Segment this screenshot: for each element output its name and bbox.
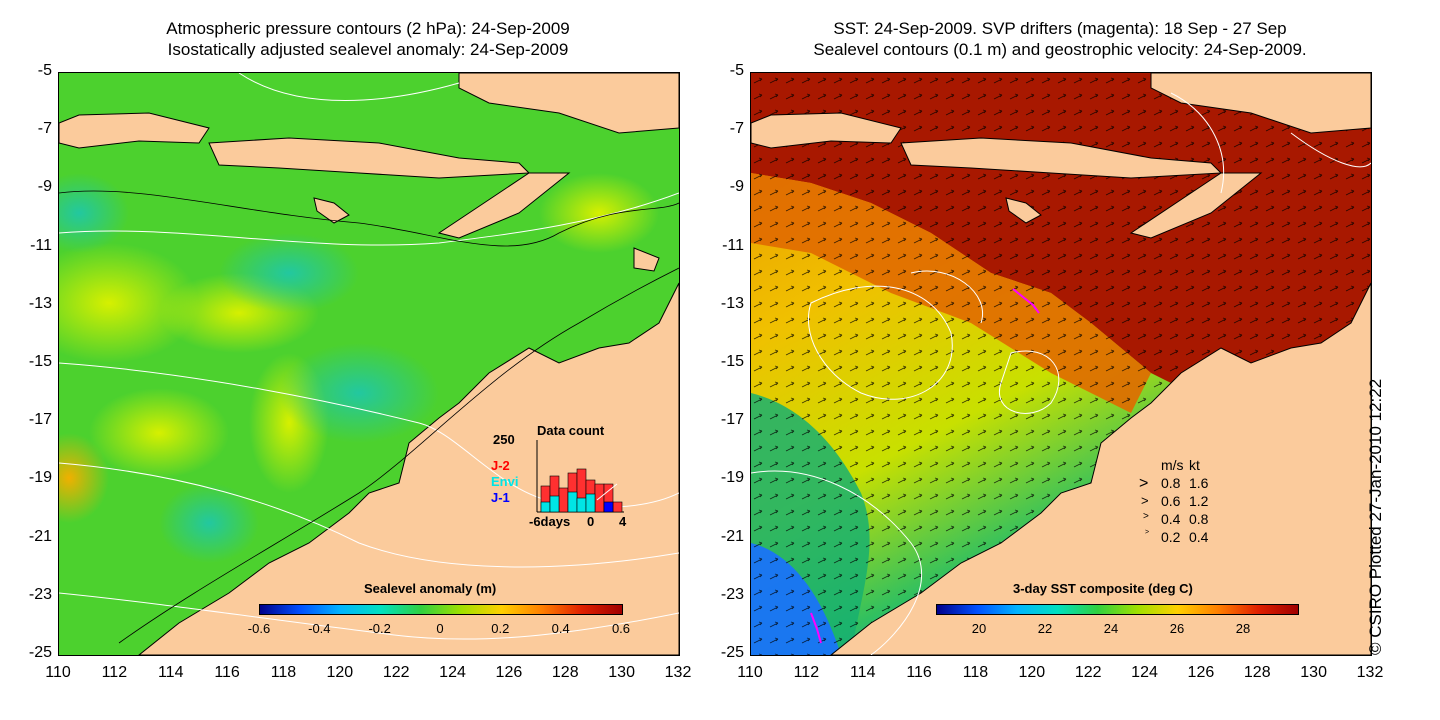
speed-header-kt: kt (1189, 457, 1200, 473)
y-tick-label: -23 (720, 585, 744, 603)
y-tick-label: -25 (28, 644, 52, 661)
y-tick-label: -15 (28, 353, 52, 370)
y-tick-label: -11 (30, 236, 52, 254)
speed-arrow-icon: > (1141, 493, 1149, 508)
y-tick-label: -19 (720, 469, 744, 487)
inset-xlabel-end: 4 (619, 514, 627, 529)
left-colorbar-tick: -0.2 (368, 621, 391, 636)
y-tick-label: -7 (37, 120, 52, 138)
y-tick-label: -19 (28, 469, 52, 487)
speed-kt-value: 0.4 (1189, 529, 1209, 545)
speed-kt-value: 0.8 (1189, 511, 1209, 527)
speed-arrow-icon: > (1145, 529, 1150, 536)
right-title-line2: Sealevel contours (0.1 m) and geostrophi… (813, 40, 1307, 59)
x-tick-label: 132 (664, 664, 692, 681)
right-colorbar-tick: 22 (1037, 621, 1053, 636)
legend-envi: Envi (491, 474, 519, 489)
x-tick-label: 122 (1074, 664, 1102, 681)
right-colorbar-tick: 24 (1103, 621, 1119, 636)
y-tick-label: -5 (37, 62, 52, 79)
speed-arrow-icon: > (1143, 511, 1149, 522)
left-colorbar-tick: 0.6 (611, 621, 631, 636)
left-title-line2: Isostatically adjusted sealevel anomaly:… (167, 40, 569, 59)
x-tick-label: 110 (737, 664, 763, 681)
left-colorbar-tick: -0.6 (247, 621, 271, 636)
left-colorbar-tick: 0 (436, 621, 444, 636)
y-tick-label: -13 (720, 294, 744, 312)
speed-legend: m/s kt >0.8 1.6 >0.6 1.2 >0.4 0.8 >0.2 0.4 (1131, 457, 1251, 547)
y-tick-label: -7 (729, 120, 744, 138)
right-title: SST: 24-Sep-2009. SVP drifters (magenta)… (750, 18, 1370, 60)
speed-ms-value: 0.4 (1161, 511, 1181, 527)
left-colorbar-tick: 0.2 (491, 621, 510, 636)
y-tick-label: -21 (720, 527, 744, 545)
left-title-line1: Atmospheric pressure contours (2 hPa): 2… (166, 19, 570, 38)
inset-xlabel-start: -6days (529, 514, 571, 529)
data-count-histogram (536, 440, 624, 513)
right-colorbar-title: 3-day SST composite (deg C) (1013, 581, 1193, 596)
x-tick-label: 116 (214, 664, 240, 681)
right-colorbar-tick: 20 (971, 621, 987, 636)
x-tick-label: 128 (1243, 664, 1271, 681)
x-tick-label: 126 (495, 664, 523, 681)
speed-ms-value: 0.6 (1161, 493, 1181, 509)
y-tick-label: -15 (720, 353, 744, 370)
left-title: Atmospheric pressure contours (2 hPa): 2… (58, 18, 678, 60)
x-tick-label: 120 (326, 664, 354, 681)
right-colorbar-tick: 28 (1235, 621, 1251, 636)
right-map (751, 73, 1371, 655)
right-map-panel: m/s kt >0.8 1.6 >0.6 1.2 >0.4 0.8 >0.2 0.4 3-da… (750, 72, 1372, 656)
y-tick-label: -17 (28, 411, 52, 429)
right-title-line1: SST: 24-Sep-2009. SVP drifters (magenta)… (833, 19, 1287, 38)
x-tick-label: 126 (1187, 664, 1215, 681)
x-tick-label: 124 (1131, 664, 1158, 681)
speed-kt-value: 1.2 (1189, 493, 1209, 509)
y-tick-label: -9 (37, 178, 52, 196)
x-tick-label: 118 (962, 664, 989, 681)
speed-header-ms: m/s (1161, 457, 1184, 473)
x-tick-label: 118 (270, 664, 297, 681)
x-tick-label: 120 (1018, 664, 1046, 681)
inset-title: Data count (537, 423, 605, 438)
y-tick-label: -23 (28, 585, 52, 603)
left-colorbar-tick: 0.4 (551, 621, 570, 636)
speed-kt-value: 1.6 (1189, 475, 1209, 491)
legend-j2: J-2 (491, 458, 510, 473)
y-tick-label: -9 (729, 178, 744, 196)
y-tick-label: -17 (720, 411, 744, 429)
y-tick-label: -21 (28, 527, 52, 545)
x-tick-label: 130 (608, 664, 635, 681)
y-tick-label: -13 (28, 294, 52, 312)
x-tick-label: 114 (157, 664, 184, 681)
left-colorbar-tick: -0.4 (308, 621, 331, 636)
x-tick-label: 122 (382, 664, 410, 681)
inset-xlabel-zero: 0 (587, 514, 595, 529)
left-colorbar (259, 604, 623, 615)
x-tick-label: 116 (906, 664, 932, 681)
left-map (59, 73, 679, 655)
speed-ms-value: 0.8 (1161, 475, 1181, 491)
x-tick-label: 114 (849, 664, 876, 681)
y-tick-label: -25 (720, 644, 744, 661)
x-tick-label: 110 (45, 664, 71, 681)
left-map-panel: Sealevel anomaly (m) Data count 250 J-2 … (58, 72, 680, 656)
y-tick-label: -11 (722, 236, 744, 254)
x-tick-label: 128 (551, 664, 579, 681)
speed-ms-value: 0.2 (1161, 529, 1181, 545)
x-tick-label: 132 (1356, 664, 1384, 681)
x-tick-label: 112 (101, 664, 128, 681)
y-tick-label: -5 (729, 62, 744, 79)
legend-j1: J-1 (491, 490, 510, 505)
x-tick-label: 130 (1300, 664, 1327, 681)
credit-text: © CSIRO Plotted 27-Jan-2010 12:22 (1366, 378, 1385, 655)
right-colorbar (936, 604, 1299, 615)
right-colorbar-tick: 26 (1169, 621, 1185, 636)
left-colorbar-title: Sealevel anomaly (m) (364, 581, 497, 596)
speed-arrow-icon: > (1139, 475, 1149, 492)
x-tick-label: 124 (439, 664, 466, 681)
data-count-inset: Data count 250 J-2 Envi J-1 -6days 0 (469, 418, 639, 533)
x-tick-label: 112 (793, 664, 820, 681)
inset-ymax: 250 (493, 432, 515, 447)
